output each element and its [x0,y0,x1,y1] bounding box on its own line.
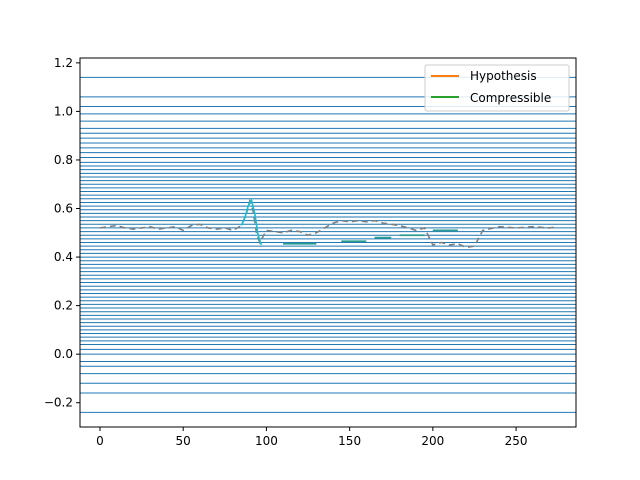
y-tick-label-3: 0.4 [54,250,73,264]
y-tick-label-6: 1.0 [54,104,73,118]
x-tick-label-1: 50 [176,434,191,448]
y-tick-label-4: 0.6 [54,202,73,216]
x-tick-label-4: 200 [421,434,444,448]
y-tick-label-0: −0.2 [44,396,73,410]
x-tick-label-5: 250 [505,434,528,448]
legend-box [424,64,570,112]
series-0-line [99,198,558,249]
plot-frame [79,57,577,428]
y-tick-label-1: 0.0 [54,347,73,361]
y-tick-label-7: 1.2 [54,56,73,70]
legend: Hypothesis Compressible [424,64,570,112]
series-1-line [240,197,263,246]
x-tick-label-0: 0 [96,434,104,448]
series-layer [99,197,558,249]
legend-label-compressible: Compressible [470,91,551,105]
y-tick-label-5: 0.8 [54,153,73,167]
x-tick-label-3: 150 [338,434,361,448]
horizontal-lines-layer [80,76,576,413]
x-tick-label-2: 100 [255,434,278,448]
legend-label-hypothesis: Hypothesis [470,69,537,83]
y-axis: −0.2 0.0 0.2 0.4 0.6 0.8 1.0 1.2 [44,56,80,410]
x-axis: 0 50 100 150 200 250 [96,427,528,448]
y-tick-label-2: 0.2 [54,299,73,313]
